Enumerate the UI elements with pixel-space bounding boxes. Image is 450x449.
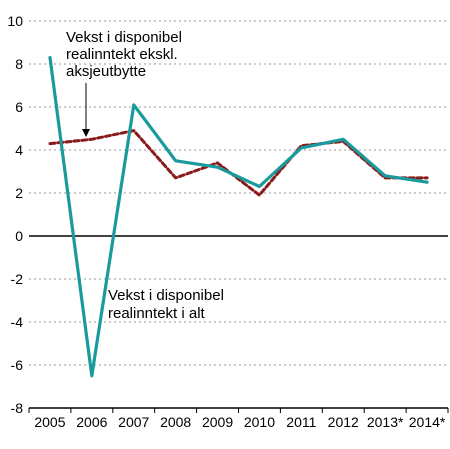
series-lines	[48, 55, 429, 378]
axes	[28, 235, 449, 413]
y-tick-label: 10	[7, 13, 23, 29]
x-tick-label: 2007	[118, 414, 149, 430]
y-tick-label: -4	[11, 314, 24, 330]
annotation-ekskl: Vekst i disponibel realinntekt ekskl. ak…	[66, 29, 182, 137]
y-tick-label: -6	[11, 357, 24, 373]
x-tick-label: 2005	[34, 414, 65, 430]
annotation-alt-line-2: realinntekt i alt	[108, 305, 206, 322]
x-tick-label: 2013*	[367, 414, 404, 430]
tick-labels: -8 -6 -4 -2 0 2 4 6 8 10 2005 2006 2007 2008 2009 2010 2…	[7, 13, 445, 430]
x-tick-label: 2011	[286, 414, 316, 430]
annotation-alt-line-1: Vekst i disponibel	[108, 287, 224, 304]
y-tick-label: 6	[15, 99, 23, 115]
annotation-ekskl-line-2: realinntekt ekskl.	[66, 46, 178, 63]
annotation-alt: Vekst i disponibel realinntekt i alt	[108, 287, 224, 322]
y-tick-label: 0	[15, 228, 23, 244]
x-tick-label: 2009	[202, 414, 233, 430]
y-tick-label: 4	[15, 142, 23, 158]
y-tick-label: 8	[15, 56, 23, 72]
y-tick-label: 2	[15, 185, 23, 201]
x-tick-label: 2010	[244, 414, 275, 430]
x-tick-label: 2012	[328, 414, 359, 430]
x-tick-label: 2014*	[409, 414, 446, 430]
annotation-ekskl-line-3: aksjeutbytte	[66, 63, 146, 80]
y-tick-label: -8	[11, 400, 24, 416]
series-line-i-alt	[48, 55, 429, 378]
y-tick-label: -2	[11, 271, 24, 287]
x-tick-label: 2008	[160, 414, 191, 430]
annotation-arrow-head	[82, 129, 90, 137]
x-tick-label: 2006	[76, 414, 107, 430]
annotation-ekskl-line-1: Vekst i disponibel	[66, 29, 182, 46]
